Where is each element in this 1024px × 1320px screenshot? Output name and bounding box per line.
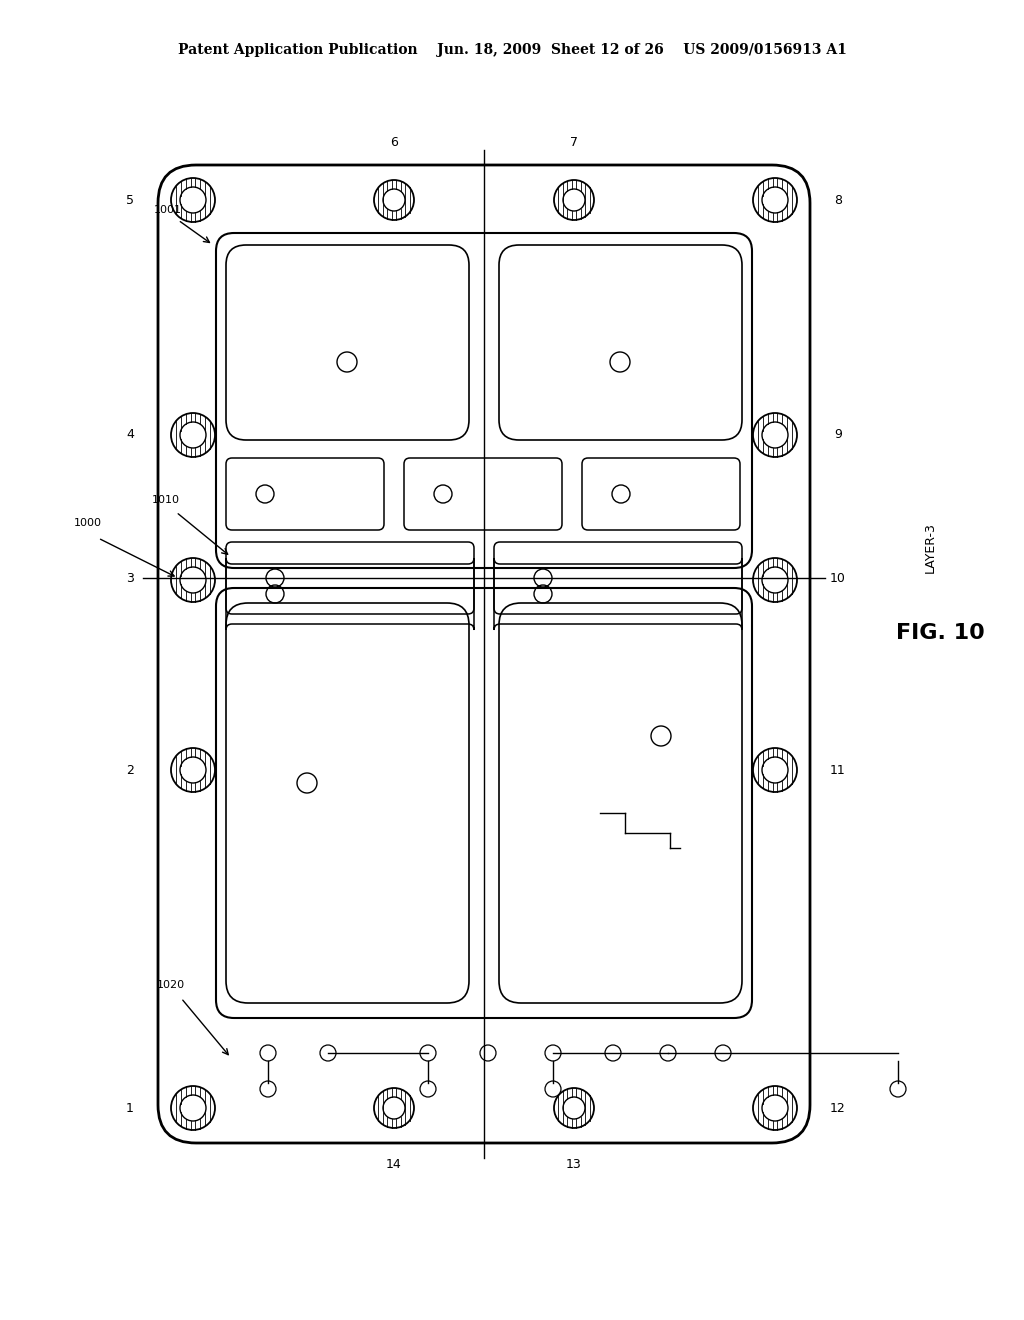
Text: 8: 8 [834,194,842,206]
Text: 13: 13 [566,1159,582,1172]
Text: 4: 4 [126,429,134,441]
Text: 5: 5 [126,194,134,206]
Text: 7: 7 [570,136,578,149]
Text: LAYER-3: LAYER-3 [924,523,937,573]
Text: 1: 1 [126,1101,134,1114]
Text: 1000: 1000 [74,517,102,528]
Text: 3: 3 [126,572,134,585]
Text: 1010: 1010 [152,495,180,506]
Text: 9: 9 [835,429,842,441]
Text: 2: 2 [126,763,134,776]
Text: Patent Application Publication    Jun. 18, 2009  Sheet 12 of 26    US 2009/01569: Patent Application Publication Jun. 18, … [177,44,847,57]
Text: 10: 10 [830,572,846,585]
Text: FIG. 10: FIG. 10 [896,623,984,643]
Text: 1020: 1020 [157,979,185,990]
Text: 12: 12 [830,1101,846,1114]
Text: 11: 11 [830,763,846,776]
Text: 1001: 1001 [154,205,182,215]
Text: 6: 6 [390,136,398,149]
Text: 14: 14 [386,1159,401,1172]
